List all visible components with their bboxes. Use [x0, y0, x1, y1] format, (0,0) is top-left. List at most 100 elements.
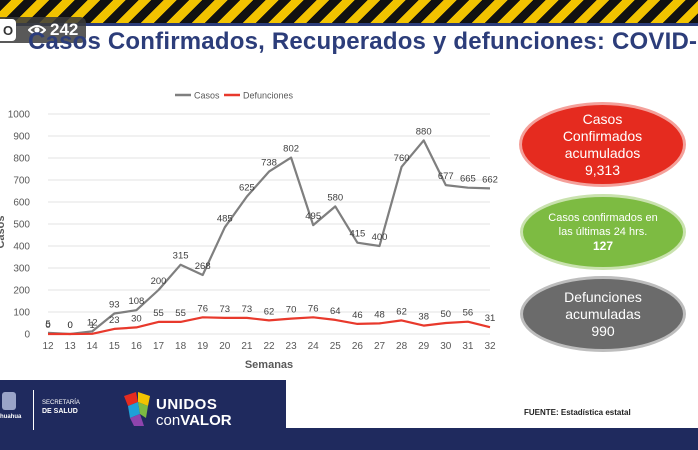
data-label-casos-29: 880 — [416, 126, 432, 137]
data-label-casos-24: 495 — [305, 211, 321, 222]
ultimas-label-1: Casos confirmados en — [548, 212, 658, 224]
y-tick-label-400: 400 — [13, 242, 30, 253]
data-label-casos-31: 665 — [460, 174, 476, 185]
live-viewer-badge: O 242 — [0, 17, 86, 43]
data-label-defunciones-24: 76 — [308, 303, 319, 314]
data-label-defunciones-17: 55 — [153, 308, 164, 319]
data-label-casos-21: 625 — [239, 183, 255, 194]
series-line-casos — [47, 139, 491, 336]
x-tick-label-30: 30 — [440, 341, 452, 352]
data-label-casos-28: 760 — [394, 153, 410, 164]
x-tick-label-22: 22 — [263, 341, 275, 352]
ultimas-value: 127 — [592, 239, 614, 253]
state-shield-icon — [2, 392, 16, 410]
data-label-casos-27: 400 — [372, 232, 388, 243]
y-tick-label-800: 800 — [13, 154, 30, 165]
confirmados-acumulados-card: Casos Confirmados acumulados 9,313 — [519, 102, 686, 187]
confirmados-value: 9,313 — [584, 161, 621, 178]
y-tick-label-1000: 1000 — [8, 110, 31, 121]
y-tick-label-300: 300 — [13, 264, 30, 275]
data-label-casos-17: 200 — [151, 276, 167, 287]
y-tick-label-700: 700 — [13, 176, 30, 187]
x-tick-label-17: 17 — [153, 341, 165, 352]
data-label-defunciones-12: 0 — [45, 320, 50, 331]
data-label-casos-12: 5 — [45, 319, 50, 330]
y-axis-label: Casos — [0, 215, 7, 248]
data-label-casos-30: 677 — [438, 171, 454, 182]
confirmados-label-2: Confirmados — [562, 127, 643, 144]
confirmados-24h-card: Casos confirmados en las últimas 24 hrs.… — [520, 194, 686, 270]
data-label-casos-32: 662 — [482, 174, 498, 185]
data-label-defunciones-25: 64 — [330, 306, 341, 317]
x-tick-label-23: 23 — [286, 341, 298, 352]
live-tag: O — [0, 19, 16, 41]
data-label-defunciones-27: 48 — [374, 309, 385, 320]
data-label-casos-25: 580 — [327, 192, 343, 203]
data-label-defunciones-32: 31 — [485, 313, 496, 324]
x-tick-label-13: 13 — [65, 341, 77, 352]
data-label-defunciones-23: 70 — [286, 305, 297, 316]
x-tick-label-16: 16 — [131, 341, 143, 352]
defunciones-value: 990 — [591, 322, 615, 339]
x-tick-label-18: 18 — [175, 341, 187, 352]
defunciones-label-2: acumuladas — [565, 305, 641, 322]
ultimas-label-2: las últimas 24 hrs. — [558, 226, 648, 238]
x-tick-label-32: 32 — [484, 341, 496, 352]
data-label-casos-22: 738 — [261, 158, 277, 169]
x-tick-label-21: 21 — [241, 341, 253, 352]
x-tick-label-31: 31 — [462, 341, 474, 352]
defunciones-label-1: Defunciones — [564, 288, 642, 305]
data-label-defunciones-28: 62 — [396, 306, 407, 317]
x-tick-label-26: 26 — [352, 341, 364, 352]
legend-label-casos: Casos — [194, 91, 220, 101]
page-title: Casos Confirmados, Recuperados y defunci… — [28, 28, 698, 55]
y-tick-label-0: 0 — [24, 330, 30, 341]
confirmados-label-1: Casos — [582, 110, 623, 127]
data-label-defunciones-26: 46 — [352, 310, 363, 321]
data-label-casos-18: 315 — [173, 251, 189, 262]
data-label-casos-20: 485 — [217, 213, 233, 224]
series-line-defunciones — [48, 316, 491, 336]
y-tick-label-500: 500 — [13, 220, 30, 231]
eye-icon — [28, 25, 46, 35]
gov-name: huahua — [0, 414, 22, 420]
data-label-casos-16: 108 — [128, 296, 144, 307]
data-label-casos-26: 415 — [349, 229, 365, 240]
data-label-defunciones-21: 73 — [242, 304, 253, 315]
data-label-casos-14: 12 — [87, 317, 98, 328]
x-tick-label-29: 29 — [418, 341, 430, 352]
x-tick-label-24: 24 — [308, 341, 320, 352]
valor-text: VALOR — [180, 412, 232, 429]
secretaria-line-1: SECRETARÍA — [42, 400, 80, 406]
x-tick-label-19: 19 — [197, 341, 209, 352]
y-tick-label-600: 600 — [13, 198, 30, 209]
x-tick-label-12: 12 — [42, 341, 54, 352]
viewer-count: 242 — [50, 20, 79, 39]
x-tick-label-27: 27 — [374, 341, 386, 352]
data-label-defunciones-30: 50 — [441, 309, 452, 320]
data-label-defunciones-18: 55 — [175, 308, 186, 319]
legend-label-defunciones: Defunciones — [243, 91, 294, 101]
data-label-defunciones-16: 30 — [131, 313, 142, 324]
data-label-casos-13: 0 — [67, 320, 72, 331]
x-tick-label-20: 20 — [219, 341, 231, 352]
x-tick-label-15: 15 — [109, 341, 121, 352]
data-label-casos-15: 93 — [109, 300, 120, 311]
data-label-defunciones-31: 56 — [463, 308, 474, 319]
x-tick-label-25: 25 — [330, 341, 342, 352]
data-label-casos-23: 802 — [283, 144, 299, 155]
y-tick-label-900: 900 — [13, 132, 30, 143]
data-label-defunciones-19: 76 — [197, 303, 208, 314]
unidos-emblem-icon — [124, 392, 150, 426]
x-tick-label-14: 14 — [87, 341, 99, 352]
con-valor-text: conVALOR — [156, 412, 232, 429]
data-label-defunciones-22: 62 — [264, 306, 275, 317]
unidos-text: UNIDOS — [156, 396, 218, 413]
x-axis-label: Semanas — [245, 359, 293, 371]
hazard-stripe-banner — [0, 0, 698, 26]
y-tick-label-200: 200 — [13, 286, 30, 297]
x-tick-label-28: 28 — [396, 341, 408, 352]
data-label-defunciones-29: 38 — [418, 312, 429, 323]
confirmados-label-3: acumulados — [564, 144, 641, 161]
